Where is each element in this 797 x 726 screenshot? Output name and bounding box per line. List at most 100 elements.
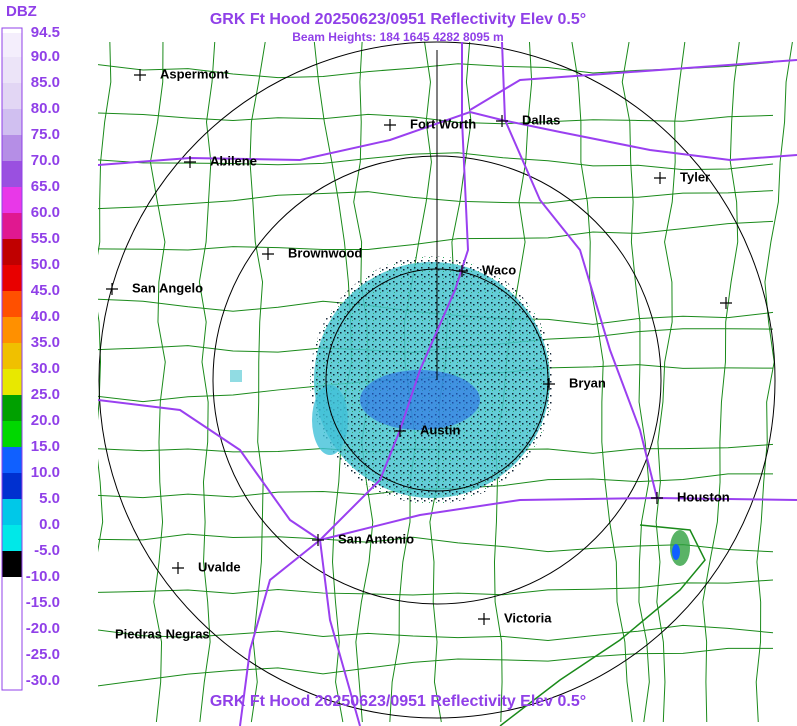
legend-label: 90.0 xyxy=(31,48,60,65)
county-line xyxy=(198,42,216,723)
legend-unit: DBZ xyxy=(6,3,37,20)
legend-band xyxy=(2,291,22,317)
legend-label: 40.0 xyxy=(31,308,60,325)
legend-label: 35.0 xyxy=(31,334,60,351)
city-label: Uvalde xyxy=(198,559,241,574)
subtitle: Beam Heights: 184 1645 4282 8095 m xyxy=(292,30,503,44)
city-marker xyxy=(478,613,490,625)
legend-band xyxy=(2,421,22,447)
county-line xyxy=(98,533,774,553)
city-marker xyxy=(543,378,555,390)
city-label: Brownwood xyxy=(288,245,362,260)
legend-band xyxy=(2,109,22,135)
legend-label: -20.0 xyxy=(26,620,60,637)
legend-band xyxy=(2,343,22,369)
legend-frame xyxy=(1,27,23,691)
county-line xyxy=(98,152,774,171)
title: GRK Ft Hood 20250623/0951 Reflectivity E… xyxy=(210,11,586,28)
city-marker xyxy=(720,297,732,309)
legend-band xyxy=(2,395,22,421)
city-marker xyxy=(184,156,196,168)
legend-band xyxy=(2,369,22,395)
legend-label: 65.0 xyxy=(31,178,60,195)
city-marker xyxy=(654,172,666,184)
city-marker xyxy=(262,248,274,260)
legend-label: 25.0 xyxy=(31,386,60,403)
radar-echoes xyxy=(230,256,690,566)
legend-label: 85.0 xyxy=(31,74,60,91)
legend-band xyxy=(2,161,22,187)
city-label: Aspermont xyxy=(160,66,229,81)
legend-band xyxy=(2,499,22,525)
legend-band xyxy=(2,57,22,83)
legend-label: -25.0 xyxy=(26,646,60,663)
legend-band xyxy=(2,317,22,343)
legend-label: -10.0 xyxy=(26,568,60,585)
cities: Aspermont Abilene Fort Worth Dallas Tyler Bro… xyxy=(106,66,732,641)
legend-band xyxy=(2,265,22,291)
city-label: San Antonio xyxy=(338,531,414,546)
legend-label: 60.0 xyxy=(31,204,60,221)
legend: DBZ 94.5 90.0 85.0 80.0 75.0 70.0 65.0 60.0 55.0 5… xyxy=(1,3,60,691)
county-line xyxy=(98,220,774,251)
legend-label: 75.0 xyxy=(31,126,60,143)
city-marker xyxy=(106,283,118,295)
legend-band xyxy=(2,551,22,577)
city-label: Austin xyxy=(420,422,461,437)
county-line xyxy=(149,42,166,723)
legend-band xyxy=(2,187,22,213)
legend-band xyxy=(2,239,22,265)
legend-band xyxy=(2,525,22,551)
legend-label: 15.0 xyxy=(31,438,60,455)
county-line xyxy=(249,42,266,723)
footer-title: GRK Ft Hood 20250623/0951 Reflectivity E… xyxy=(210,693,586,710)
county-line xyxy=(621,42,650,723)
legend-band xyxy=(2,629,22,655)
city-marker xyxy=(456,265,468,277)
county-line xyxy=(655,42,686,723)
city-label: Bryan xyxy=(569,375,606,390)
city-marker xyxy=(384,119,396,131)
county-line xyxy=(98,579,774,596)
city-label: San Angelo xyxy=(132,280,203,295)
coastline xyxy=(499,524,706,726)
legend-label: 70.0 xyxy=(31,152,60,169)
legend-band xyxy=(2,213,22,239)
county-line xyxy=(98,624,774,642)
city-marker xyxy=(134,69,146,81)
legend-band xyxy=(2,83,22,109)
legend-label: 20.0 xyxy=(31,412,60,429)
legend-label: 30.0 xyxy=(31,360,60,377)
city-label: Abilene xyxy=(210,153,257,168)
legend-label: 0.0 xyxy=(39,516,60,533)
county-line xyxy=(98,647,774,687)
legend-label: 45.0 xyxy=(31,282,60,299)
legend-band xyxy=(2,135,22,161)
legend-band xyxy=(2,603,22,629)
city-label: Houston xyxy=(677,489,730,504)
legend-label: 50.0 xyxy=(31,256,60,273)
legend-label: -15.0 xyxy=(26,594,60,611)
legend-band xyxy=(2,577,22,603)
county-line xyxy=(98,112,774,125)
county-line xyxy=(755,42,793,723)
city-label: Victoria xyxy=(504,610,552,625)
city-label: Waco xyxy=(482,262,516,277)
city-label: Fort Worth xyxy=(410,116,476,131)
range-rings xyxy=(98,41,776,719)
city-marker xyxy=(496,115,508,127)
legend-label: 10.0 xyxy=(31,464,60,481)
county-line xyxy=(571,42,633,723)
legend-label: -30.0 xyxy=(26,672,60,689)
legend-label: 80.0 xyxy=(31,100,60,117)
county-line xyxy=(98,42,112,553)
legend-label: 55.0 xyxy=(31,230,60,247)
legend-band xyxy=(2,447,22,473)
city-marker xyxy=(651,492,663,504)
city-marker xyxy=(172,562,184,574)
city-marker xyxy=(312,534,324,546)
legend-band xyxy=(2,33,22,57)
county-line xyxy=(702,42,740,723)
legend-band xyxy=(2,655,22,681)
